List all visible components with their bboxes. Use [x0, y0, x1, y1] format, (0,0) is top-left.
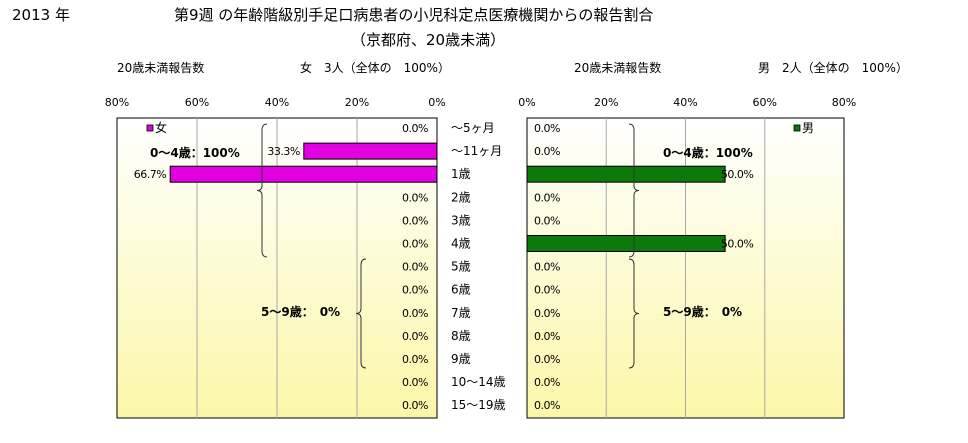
data-label: 0.0% [402, 261, 428, 274]
data-label: 0.0% [402, 191, 428, 204]
data-label: 0.0% [402, 284, 428, 297]
x-tick-label: 60% [185, 96, 209, 109]
right-count-label: 20歳未満報告数 [574, 61, 662, 75]
data-label: 0.0% [402, 399, 428, 412]
category-label: 3歳 [451, 213, 471, 227]
left-count-label: 20歳未満報告数 [117, 61, 205, 75]
annotation-5-9: 5～9歳： 0% [261, 304, 340, 319]
category-label: 1歳 [451, 167, 471, 181]
category-label: 9歳 [451, 352, 471, 366]
data-label: 0.0% [534, 145, 560, 158]
data-label: 0.0% [402, 353, 428, 366]
data-label: 0.0% [402, 376, 428, 389]
x-tick-label: 40% [265, 96, 289, 109]
x-tick-label: 80% [832, 96, 856, 109]
data-label: 33.3% [267, 145, 299, 158]
data-label: 0.0% [534, 191, 560, 204]
x-tick-label: 40% [673, 96, 697, 109]
x-tick-label: 0% [518, 96, 535, 109]
annotation-0-4: 0～4歳：100% [663, 145, 753, 160]
left-total-label: 女 3人（全体の 100%） [300, 61, 450, 75]
data-label: 0.0% [402, 122, 428, 135]
category-label: 2歳 [451, 190, 471, 204]
female-bar [303, 142, 438, 160]
category-label: 5歳 [451, 260, 471, 274]
data-label: 0.0% [534, 214, 560, 227]
male-bar [526, 235, 726, 252]
data-label: 0.0% [534, 353, 560, 366]
data-label: 50.0% [721, 238, 753, 251]
annotation-5-9: 5～9歳： 0% [663, 304, 742, 319]
data-label: 0.0% [534, 284, 560, 297]
chart-title: 第9週 の年齢階級別手足口病患者の小児科定点医療機関からの報告割合 [174, 6, 654, 24]
data-label: 0.0% [402, 307, 428, 320]
legend-label: 男 [802, 121, 814, 135]
data-label: 0.0% [534, 399, 560, 412]
data-label: 0.0% [534, 307, 560, 320]
x-tick-label: 60% [753, 96, 777, 109]
male-bar [526, 165, 726, 183]
brace-5-9 [628, 258, 640, 369]
category-label: 7歳 [451, 306, 471, 320]
right-total-label: 男 2人（全体の 100%） [758, 61, 908, 75]
data-label: 0.0% [534, 261, 560, 274]
female-bar [169, 165, 438, 183]
category-label: ～5ヶ月 [451, 121, 495, 135]
data-label: 0.0% [402, 238, 428, 251]
brace-0-4 [628, 123, 640, 258]
x-tick-label: 20% [594, 96, 618, 109]
legend-label: 女 [155, 120, 167, 135]
category-label: ～11ヶ月 [451, 144, 502, 158]
data-label: 0.0% [534, 122, 560, 135]
brace-5-9 [355, 258, 367, 369]
legend-swatch [793, 124, 801, 132]
data-label: 50.0% [721, 168, 753, 181]
data-label: 66.7% [134, 168, 166, 181]
data-label: 0.0% [402, 214, 428, 227]
x-tick-label: 20% [345, 96, 369, 109]
annotation-0-4: 0～4歳：100% [150, 145, 240, 160]
year-label: 2013 年 [12, 6, 70, 24]
category-label: 6歳 [451, 283, 471, 297]
chart-subtitle: （京都府、20歳未満） [351, 31, 506, 49]
x-tick-label: 0% [428, 96, 445, 109]
data-label: 0.0% [534, 330, 560, 343]
category-label: 8歳 [451, 329, 471, 343]
brace-0-4 [256, 123, 268, 258]
x-tick-label: 80% [105, 96, 129, 109]
data-label: 0.0% [402, 330, 428, 343]
legend-swatch [146, 124, 154, 132]
category-label: 15～19歳 [451, 398, 506, 412]
category-label: 4歳 [451, 237, 471, 251]
category-label: 10～14歳 [451, 375, 506, 389]
data-label: 0.0% [534, 376, 560, 389]
